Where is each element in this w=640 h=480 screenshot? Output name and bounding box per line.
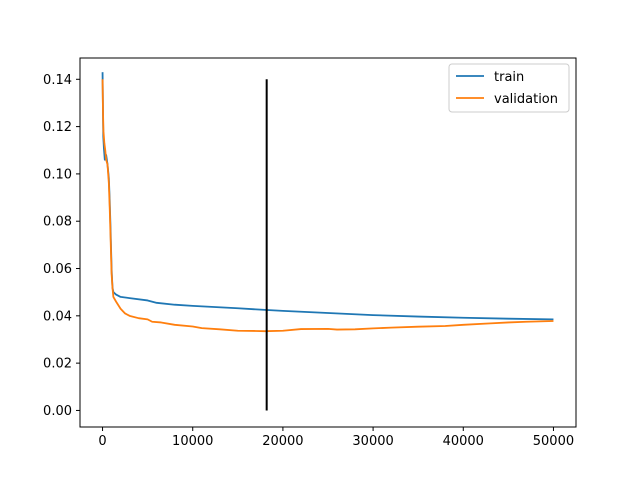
legend-label-validation: validation xyxy=(494,92,558,107)
y-tick-label: 0.00 xyxy=(43,404,72,419)
legend: train validation xyxy=(448,63,570,113)
axes-frame xyxy=(79,57,577,428)
x-tick-label: 20000 xyxy=(262,434,303,449)
y-tick-label: 0.06 xyxy=(43,262,72,277)
y-tick-label: 0.08 xyxy=(43,215,72,230)
x-tick-label: 50000 xyxy=(533,434,574,449)
y-tick-label: 0.10 xyxy=(43,167,72,182)
y-axis: 0.00 0.02 0.04 0.06 0.08 0.10 0.12 0.14 xyxy=(43,73,80,419)
x-tick-label: 40000 xyxy=(443,434,484,449)
y-tick-label: 0.04 xyxy=(43,309,72,324)
legend-label-train: train xyxy=(494,70,524,85)
y-tick-label: 0.12 xyxy=(43,120,72,135)
x-tick-label: 10000 xyxy=(172,434,213,449)
y-tick-label: 0.02 xyxy=(43,357,72,372)
series-line-validation xyxy=(101,79,554,333)
x-axis: 0 10000 20000 30000 40000 50000 xyxy=(98,427,574,449)
x-tick-label: 0 xyxy=(98,434,106,449)
y-tick-label: 0.14 xyxy=(43,73,72,88)
plot-area xyxy=(101,72,554,411)
x-tick-label: 30000 xyxy=(352,434,393,449)
